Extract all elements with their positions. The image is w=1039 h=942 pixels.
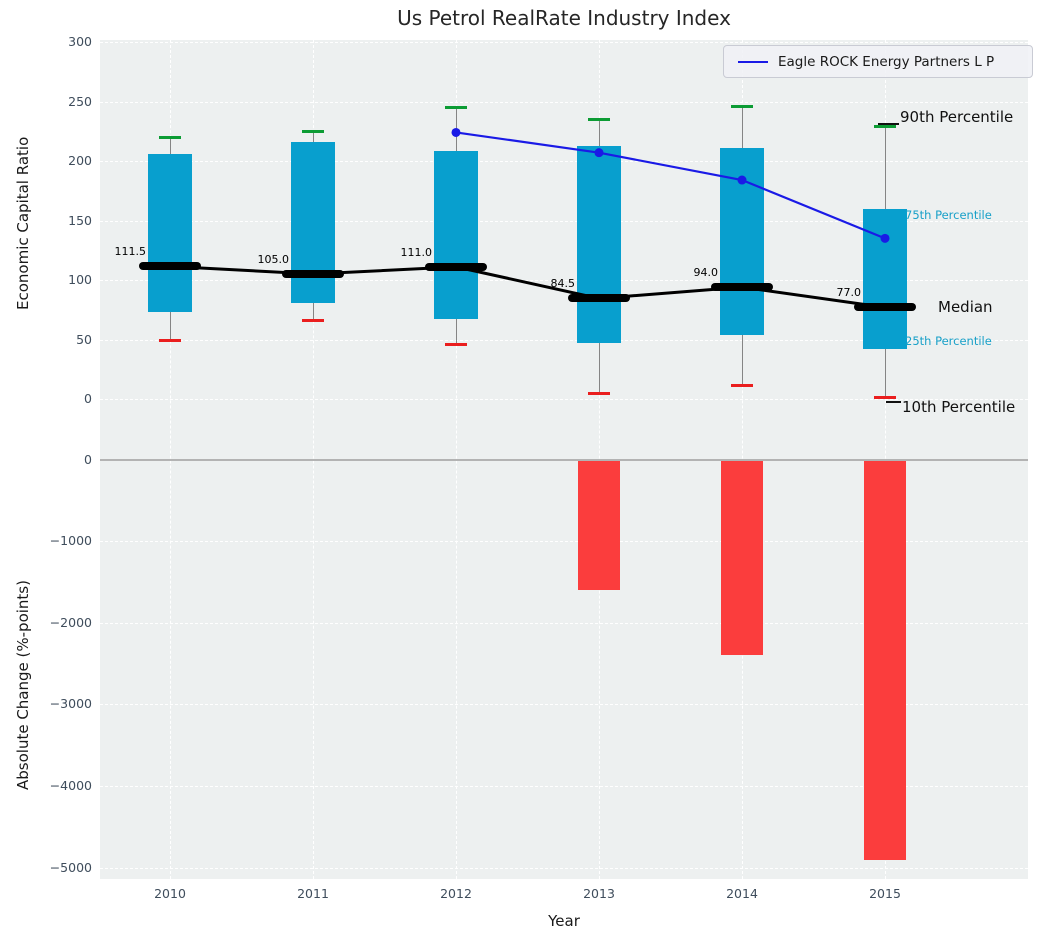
cap-90th-percentile [302,129,324,133]
chart-title: Us Petrol RealRate Industry Index [397,6,731,30]
y-tick-label: 300 [68,34,92,49]
annotation-median: Median [938,298,993,316]
median-marker [139,262,201,271]
y-tick-label: −3000 [49,696,92,712]
cap-10th-percentile [588,391,610,395]
median-value-label: 111.0 [400,245,433,259]
gridline-horizontal [100,339,1028,341]
y-tick-label: 250 [68,93,92,109]
median-marker [854,303,916,312]
y-tick-label: 50 [76,331,92,347]
gridline-horizontal [100,786,1028,788]
y-tick-label: 0 [84,451,92,467]
cap-90th-percentile [874,124,896,128]
x-tick-label: 2015 [869,886,901,901]
bar-negative [721,460,763,656]
y-tick-label: 100 [68,272,92,287]
box-25th-75th [148,153,192,313]
annotation-10th-percentile: 10th Percentile [902,398,1016,416]
box-25th-75th [291,141,335,303]
gridline-horizontal [100,541,1028,543]
cap-10th-percentile [731,384,753,388]
x-axis-label: Year [548,912,580,930]
bar-negative [578,460,620,591]
leader-line-90th [878,123,899,125]
median-marker [425,262,487,271]
median-value-label: 105.0 [257,253,290,267]
gridline-horizontal [100,399,1028,400]
annotation-90th-percentile: 90th Percentile [900,108,1014,126]
gridline-horizontal [100,622,1028,624]
gridline-horizontal [100,867,1028,869]
y-tick-label: −4000 [49,778,92,794]
y-tick-label: −5000 [49,859,92,875]
gridline-horizontal [100,42,1028,43]
y-tick-label: −2000 [49,614,92,630]
legend-label: Eagle ROCK Energy Partners L P [778,53,995,70]
gridline-horizontal [100,101,1028,103]
median-value-label: 94.0 [693,266,719,280]
x-tick-label: 2013 [583,886,615,901]
y-axis-label-top: Economic Capital Ratio [14,136,32,310]
median-marker [711,283,773,292]
median-marker [568,294,630,303]
gridline-horizontal [100,704,1028,706]
cap-90th-percentile [588,117,610,121]
annotation-25th-percentile: 25th Percentile [905,334,992,348]
x-tick-label: 2012 [440,886,472,901]
x-tick-label: 2011 [297,886,329,901]
cap-10th-percentile [874,396,896,400]
cap-90th-percentile [731,104,753,108]
box-25th-75th [720,147,764,335]
y-tick-label: 0 [84,391,92,406]
legend: Eagle ROCK Energy Partners L P [723,45,1033,78]
median-marker [282,270,344,279]
y-axis-label-bottom: Absolute Change (%-points) [14,580,32,790]
y-tick-label: −1000 [49,533,92,549]
median-value-label: 84.5 [550,277,576,291]
gridline-horizontal [100,161,1028,162]
y-tick-label: 150 [68,212,92,228]
zero-line [100,458,1028,461]
cap-90th-percentile [445,105,467,109]
cap-10th-percentile [159,339,181,343]
y-tick-label: 200 [68,153,92,168]
leader-line-10th [886,401,901,403]
x-tick-label: 2014 [726,886,758,901]
x-tick-label: 2010 [154,886,186,901]
box-25th-75th [434,151,478,320]
legend-line-sample [738,60,768,63]
annotation-75th-percentile: 75th Percentile [905,208,992,222]
median-value-label: 77.0 [836,286,862,300]
cap-10th-percentile [445,342,467,346]
median-value-label: 111.5 [114,245,147,259]
cap-10th-percentile [302,318,324,322]
bar-negative [864,460,906,860]
box-25th-75th [577,145,621,344]
cap-90th-percentile [159,135,181,139]
box-25th-75th [863,208,907,349]
